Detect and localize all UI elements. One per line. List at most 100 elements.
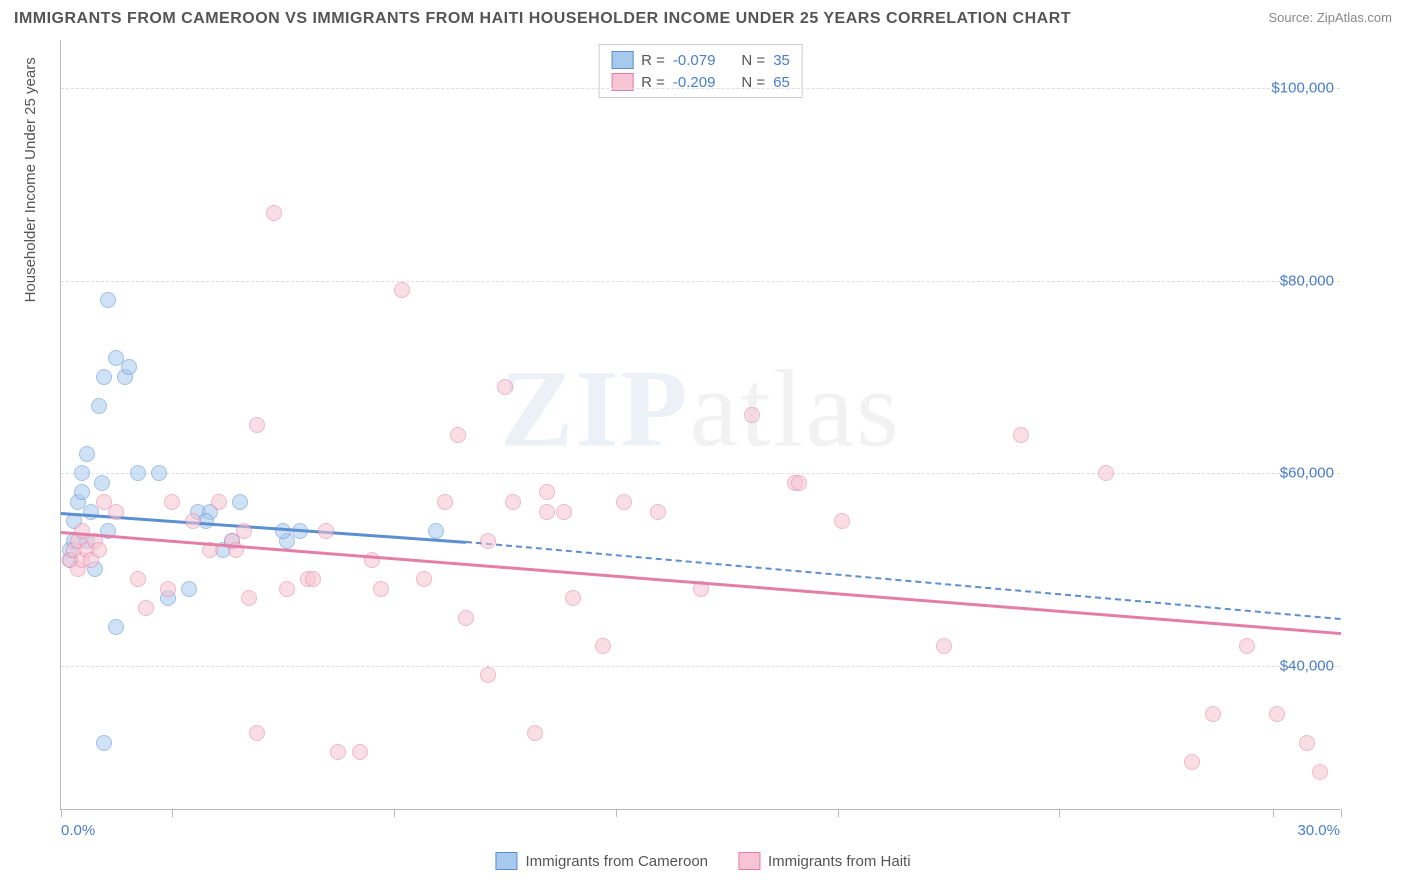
scatter-point [565, 590, 581, 606]
scatter-point [305, 571, 321, 587]
scatter-point [539, 484, 555, 500]
scatter-point [450, 427, 466, 443]
scatter-point [480, 533, 496, 549]
scatter-point [96, 735, 112, 751]
scatter-point [437, 494, 453, 510]
correlation-legend: R =-0.079N =35R =-0.209N =65 [598, 44, 803, 98]
series-name: Immigrants from Cameroon [525, 853, 708, 870]
x-tick [616, 809, 617, 817]
scatter-point [936, 638, 952, 654]
scatter-point [364, 552, 380, 568]
scatter-point [527, 725, 543, 741]
legend-swatch [495, 852, 517, 870]
chart-title: IMMIGRANTS FROM CAMEROON VS IMMIGRANTS F… [14, 10, 1071, 28]
x-tick [1273, 809, 1274, 817]
y-axis-title: Householder Income Under 25 years [22, 57, 39, 302]
plot-area: ZIPatlas R =-0.079N =35R =-0.209N =65 0.… [60, 40, 1340, 810]
x-axis-min-label: 0.0% [61, 822, 95, 839]
scatter-point [164, 494, 180, 510]
scatter-point [266, 205, 282, 221]
legend-row: R =-0.209N =65 [611, 71, 790, 93]
scatter-point [185, 513, 201, 529]
scatter-point [91, 398, 107, 414]
scatter-point [318, 523, 334, 539]
scatter-point [834, 513, 850, 529]
gridline [61, 281, 1340, 282]
scatter-point [130, 465, 146, 481]
scatter-point [138, 600, 154, 616]
source-attribution: Source: ZipAtlas.com [1268, 10, 1392, 25]
scatter-point [151, 465, 167, 481]
x-tick [1059, 809, 1060, 817]
scatter-point [458, 610, 474, 626]
scatter-point [1299, 735, 1315, 751]
scatter-point [556, 504, 572, 520]
y-tick-label: $80,000 [1280, 272, 1334, 289]
scatter-point [650, 504, 666, 520]
scatter-point [74, 484, 90, 500]
scatter-point [232, 494, 248, 510]
scatter-point [352, 744, 368, 760]
legend-swatch [738, 852, 760, 870]
scatter-point [275, 523, 291, 539]
source-label: Source: [1268, 10, 1316, 25]
scatter-point [1239, 638, 1255, 654]
x-tick [1341, 809, 1342, 817]
y-tick-label: $40,000 [1280, 657, 1334, 674]
x-tick [61, 809, 62, 817]
scatter-point [79, 446, 95, 462]
scatter-point [1312, 764, 1328, 780]
scatter-point [91, 542, 107, 558]
legend-r-value: -0.079 [673, 52, 716, 69]
scatter-point [121, 359, 137, 375]
scatter-point [108, 504, 124, 520]
scatter-point [94, 475, 110, 491]
x-tick [838, 809, 839, 817]
scatter-point [96, 369, 112, 385]
legend-row: R =-0.079N =35 [611, 49, 790, 71]
legend-swatch [611, 51, 633, 69]
series-legend-item: Immigrants from Cameroon [495, 852, 708, 870]
watermark-light: atlas [689, 348, 901, 470]
scatter-point [108, 619, 124, 635]
legend-r-label: R = [641, 52, 665, 69]
x-axis-max-label: 30.0% [1297, 822, 1340, 839]
scatter-point [480, 667, 496, 683]
scatter-point [249, 417, 265, 433]
series-legend: Immigrants from Cameroon Immigrants from … [495, 852, 910, 870]
scatter-point [100, 292, 116, 308]
scatter-point [279, 581, 295, 597]
series-name: Immigrants from Haiti [768, 853, 911, 870]
gridline [61, 473, 1340, 474]
scatter-point [1205, 706, 1221, 722]
scatter-point [744, 407, 760, 423]
y-tick-label: $100,000 [1271, 80, 1334, 97]
scatter-point [181, 581, 197, 597]
scatter-point [211, 494, 227, 510]
scatter-point [1013, 427, 1029, 443]
source-value: ZipAtlas.com [1317, 10, 1392, 25]
watermark: ZIPatlas [500, 346, 901, 473]
gridline [61, 88, 1340, 89]
scatter-point [236, 523, 252, 539]
scatter-point [1098, 465, 1114, 481]
x-tick [394, 809, 395, 817]
scatter-point [249, 725, 265, 741]
scatter-point [791, 475, 807, 491]
series-legend-item: Immigrants from Haiti [738, 852, 911, 870]
trend-line [466, 541, 1341, 620]
scatter-point [539, 504, 555, 520]
scatter-point [595, 638, 611, 654]
scatter-point [1269, 706, 1285, 722]
gridline [61, 666, 1340, 667]
legend-n-value: 35 [773, 52, 790, 69]
y-tick-label: $60,000 [1280, 465, 1334, 482]
scatter-point [505, 494, 521, 510]
scatter-point [330, 744, 346, 760]
scatter-point [160, 581, 176, 597]
scatter-point [428, 523, 444, 539]
scatter-point [416, 571, 432, 587]
watermark-bold: ZIP [500, 348, 689, 470]
scatter-point [616, 494, 632, 510]
trend-line [61, 531, 1341, 635]
